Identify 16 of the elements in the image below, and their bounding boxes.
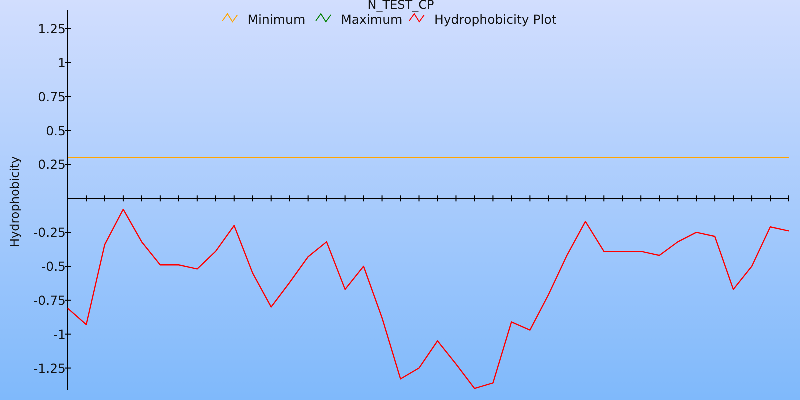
y-tick-label: -0.25 [34, 225, 66, 240]
y-tick-label: -0.75 [34, 292, 66, 308]
legend-label: Hydrophobicity Plot [434, 12, 557, 27]
y-axis-title: Hydrophobicity [8, 156, 22, 248]
chart-title: N_TEST_CP [368, 0, 434, 12]
y-tick-label: -0.5 [42, 259, 66, 274]
y-tick-label: 1 [58, 55, 66, 70]
y-tick-label: -1 [54, 326, 66, 342]
line-series [67, 208, 790, 390]
y-tick-label: -1.25 [34, 360, 66, 376]
legend-label: Maximum [341, 12, 403, 27]
y-tick-label: 1.25 [38, 22, 66, 36]
y-tick-label: 0.25 [38, 157, 66, 172]
y-tick-label: 0.75 [38, 89, 66, 104]
y-tick-label: 0.5 [46, 123, 66, 138]
legend-label: Minimum [248, 12, 306, 27]
